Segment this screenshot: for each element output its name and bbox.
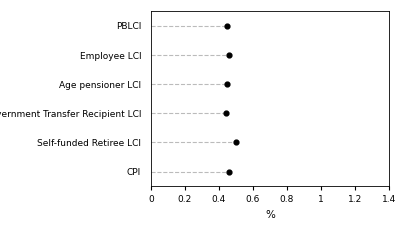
Point [233, 141, 239, 144]
X-axis label: %: % [265, 210, 275, 220]
Point [224, 24, 231, 28]
Point [224, 82, 231, 86]
Point [226, 53, 232, 57]
Point [223, 111, 229, 115]
Point [226, 170, 232, 173]
